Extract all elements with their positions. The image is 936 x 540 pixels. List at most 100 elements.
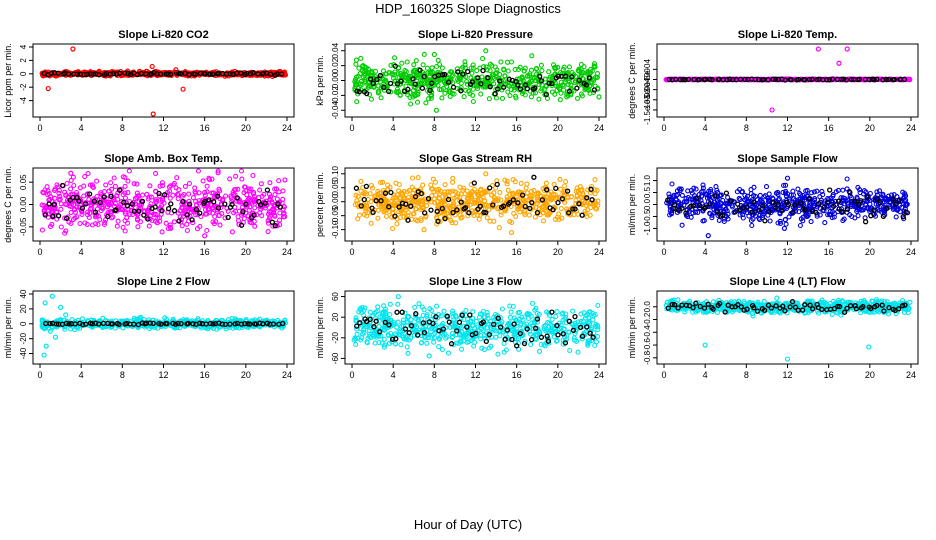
data-point	[175, 210, 181, 216]
data-point	[64, 180, 70, 187]
data-point	[400, 73, 406, 79]
data-point	[58, 224, 64, 230]
data-point	[594, 187, 600, 193]
data-point	[120, 207, 126, 213]
data-point	[120, 192, 126, 198]
data-point	[468, 65, 474, 71]
data-point	[110, 214, 116, 220]
data-point	[559, 215, 565, 221]
data-point	[522, 65, 528, 71]
data-point	[557, 97, 563, 103]
data-point	[576, 68, 582, 74]
data-point	[470, 92, 476, 98]
data-point	[465, 198, 471, 204]
overlay-point	[421, 73, 427, 80]
overlay-point	[412, 193, 419, 200]
overlay-point	[756, 76, 762, 83]
data-point	[202, 189, 208, 195]
data-point	[521, 68, 527, 74]
overlay-point	[844, 206, 851, 212]
overlay-point	[671, 202, 678, 208]
overlay-point	[534, 210, 541, 216]
data-point	[250, 172, 256, 179]
outlier-point	[769, 107, 775, 113]
overlay-point	[816, 201, 822, 207]
overlay-point	[500, 203, 507, 209]
data-point	[383, 77, 389, 83]
overlay-point	[555, 73, 561, 80]
data-point	[233, 186, 239, 193]
overlay-point	[418, 190, 424, 197]
data-point	[85, 212, 91, 218]
data-point	[196, 200, 202, 206]
y-tick-label: 5e-04	[643, 59, 652, 80]
data-point	[422, 79, 429, 85]
outlier-point	[781, 225, 788, 232]
overlay-point	[507, 199, 513, 206]
data-point	[495, 198, 501, 204]
overlay-point	[583, 82, 589, 88]
overlay-point	[677, 76, 683, 83]
data-point	[408, 101, 414, 107]
data-point	[380, 68, 387, 74]
overlay-point	[405, 86, 411, 93]
chart-title: Slope Li-820 Temp.	[738, 29, 837, 41]
data-point	[89, 222, 95, 228]
data-point	[553, 83, 559, 89]
data-point	[555, 64, 561, 70]
data-point	[72, 209, 78, 215]
overlay-point	[475, 75, 481, 81]
overlay-point	[806, 196, 812, 202]
overlay-point	[680, 76, 686, 83]
overlay-point	[802, 207, 808, 213]
overlay-point	[527, 205, 533, 212]
overlay-point	[455, 69, 461, 75]
x-tick-label: 0	[37, 247, 42, 257]
x-tick-label: 16	[200, 247, 210, 257]
y-tick-label: 1.0	[643, 174, 652, 186]
data-point	[443, 79, 449, 85]
data-point	[412, 92, 418, 98]
x-tick-label: 16	[200, 123, 210, 133]
data-point	[72, 327, 78, 333]
data-point	[746, 213, 752, 219]
data-point	[462, 62, 468, 68]
overlay-point	[80, 321, 86, 328]
data-point	[90, 184, 96, 190]
data-point	[363, 191, 369, 197]
data-point	[824, 204, 830, 210]
overlay-point	[109, 321, 116, 327]
data-point	[875, 204, 881, 210]
y-tick-label: 0e+00	[643, 68, 652, 91]
data-point	[209, 176, 215, 182]
data-point	[380, 204, 387, 210]
overlay-point	[108, 193, 114, 199]
data-point	[520, 75, 526, 82]
plot-frame	[32, 43, 295, 118]
overlay-point	[884, 205, 890, 211]
overlay-point	[538, 78, 545, 84]
overlay-point	[569, 74, 575, 80]
data-point	[578, 72, 584, 78]
data-point	[876, 188, 883, 194]
data-point	[222, 215, 228, 221]
data-point	[210, 219, 216, 225]
data-point	[375, 88, 381, 94]
overlay-point	[141, 212, 147, 218]
data-point	[505, 187, 511, 193]
x-tick-label: 8	[120, 247, 125, 257]
overlay-point	[490, 202, 496, 208]
data-point	[775, 220, 781, 226]
overlay-point	[374, 76, 380, 83]
overlay-point	[419, 85, 426, 91]
overlay-point	[211, 199, 217, 205]
overlay-point	[55, 70, 61, 76]
data-point	[572, 80, 578, 86]
data-point	[565, 81, 571, 88]
data-point	[810, 198, 816, 205]
overlay-point	[388, 189, 394, 196]
data-point	[405, 92, 411, 98]
data-point	[666, 191, 672, 197]
data-point	[904, 201, 910, 207]
data-point	[754, 197, 760, 203]
